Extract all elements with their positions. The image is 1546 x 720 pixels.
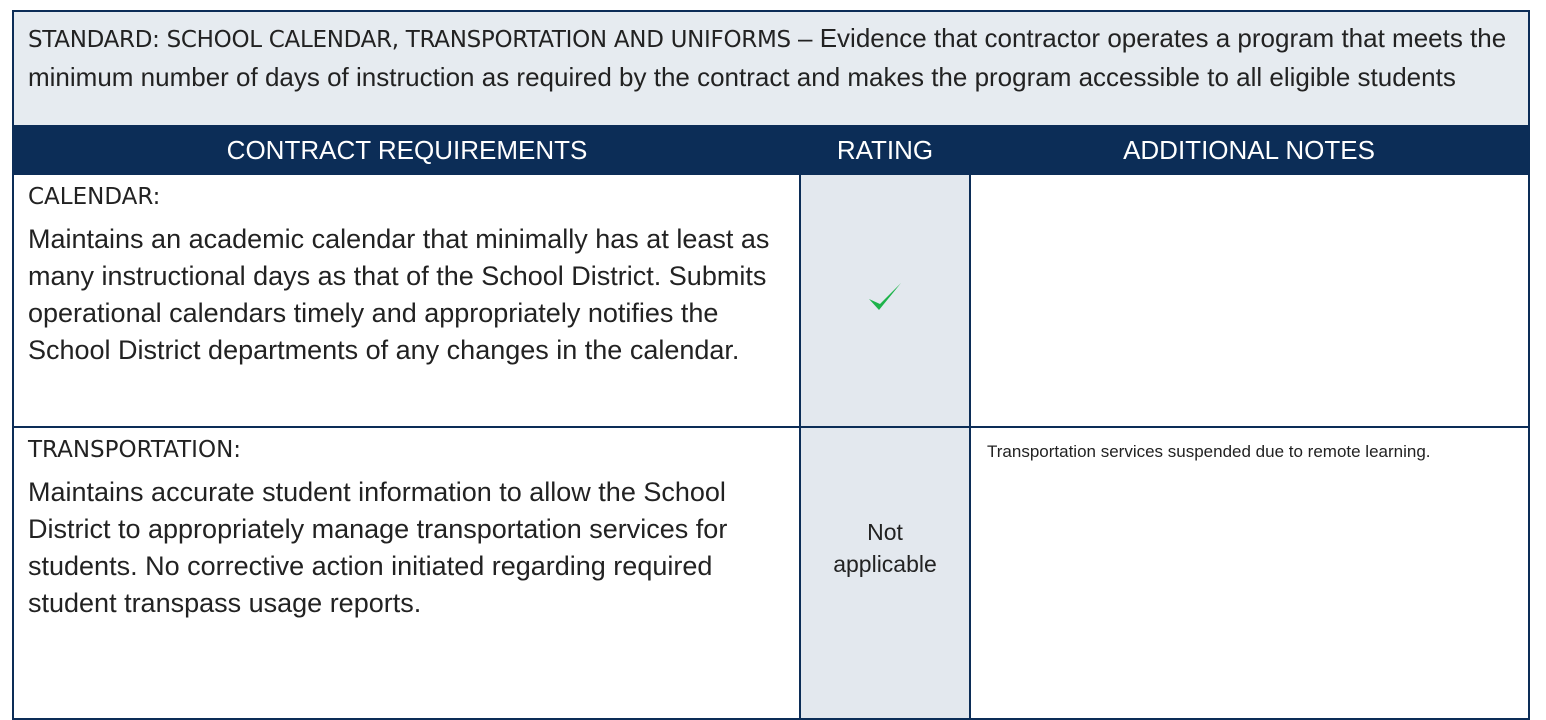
requirement-text: Maintains an academic calendar that mini… xyxy=(28,224,770,365)
standard-header: STANDARD: SCHOOL CALENDAR, TRANSPORTATIO… xyxy=(14,12,1528,125)
checkmark-icon xyxy=(869,282,901,310)
standard-title: STANDARD: SCHOOL CALENDAR, TRANSPORTATIO… xyxy=(28,27,791,53)
requirement-heading: TRANSPORTATION: xyxy=(28,437,242,463)
requirements-table: CONTRACT REQUIREMENTS RATING ADDITIONAL … xyxy=(14,125,1528,720)
header-row: CONTRACT REQUIREMENTS RATING ADDITIONAL … xyxy=(14,125,1528,175)
column-header: RATING xyxy=(800,125,970,175)
notes-cell xyxy=(969,175,1528,428)
notes-text: Transportation services suspended due to… xyxy=(969,426,1528,720)
row: TRANSPORTATION: Maintains accurate stude… xyxy=(14,426,1528,720)
column-header: ADDITIONAL NOTES xyxy=(970,125,1528,175)
rating-cell xyxy=(799,175,971,428)
requirement-heading: CALENDAR: xyxy=(28,184,161,210)
column-header: CONTRACT REQUIREMENTS xyxy=(14,125,800,175)
standard-description: – Evidence that contractor operates a pr… xyxy=(28,23,1507,92)
standard-box: STANDARD: SCHOOL CALENDAR, TRANSPORTATIO… xyxy=(12,10,1530,720)
row: CALENDAR: Maintains an academic calendar… xyxy=(14,175,1528,428)
rating-cell: Not applicable xyxy=(799,426,971,720)
requirement-cell: CALENDAR: Maintains an academic calendar… xyxy=(14,175,801,428)
requirement-cell: TRANSPORTATION: Maintains accurate stude… xyxy=(14,426,801,720)
requirement-text: Maintains accurate student information t… xyxy=(28,477,728,618)
rating-text: Not applicable xyxy=(833,519,937,577)
